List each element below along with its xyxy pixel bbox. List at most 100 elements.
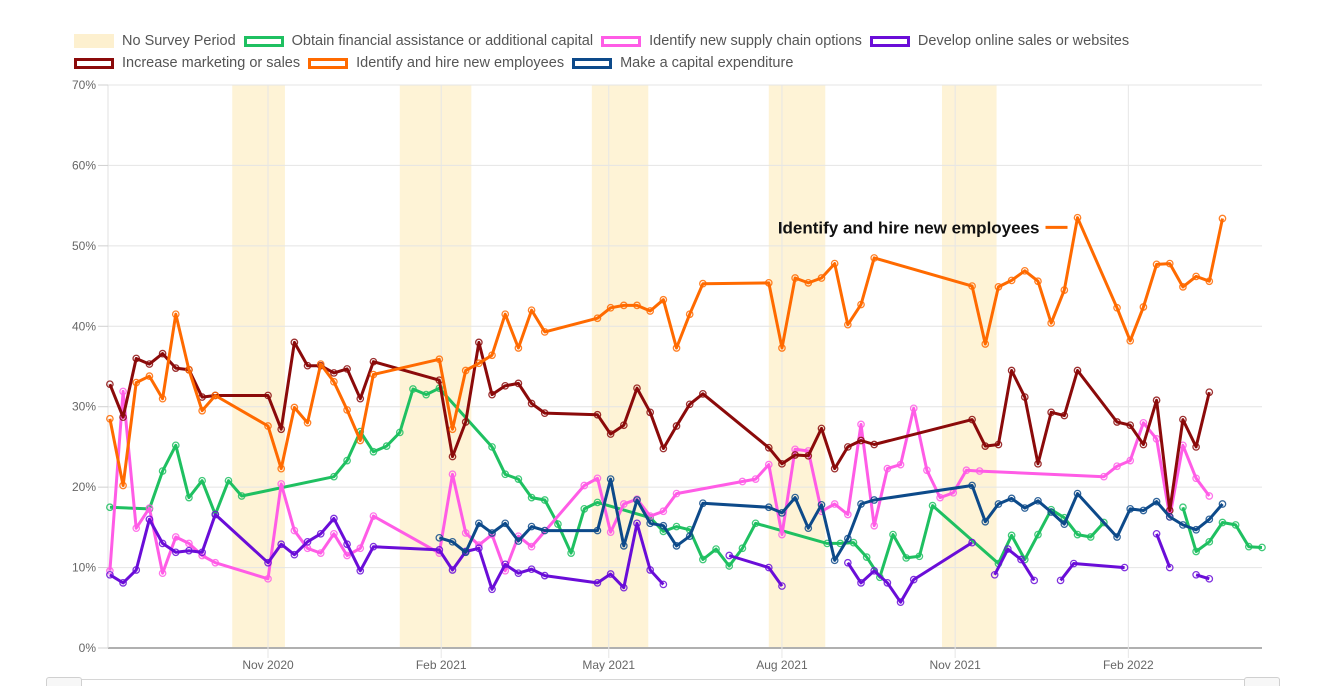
data-point[interactable] xyxy=(593,498,602,507)
series-line[interactable] xyxy=(108,340,1211,512)
data-point[interactable] xyxy=(106,570,114,579)
data-point[interactable] xyxy=(158,539,167,548)
data-point[interactable] xyxy=(699,279,707,288)
data-point[interactable] xyxy=(316,549,325,557)
series-increase-marketing-or-sales[interactable] xyxy=(106,338,1214,515)
data-point[interactable] xyxy=(751,475,760,483)
data-point[interactable] xyxy=(804,451,813,460)
data-point[interactable] xyxy=(132,378,141,387)
series-line[interactable] xyxy=(1195,573,1210,581)
data-point[interactable] xyxy=(1192,272,1200,281)
data-point[interactable] xyxy=(593,579,602,587)
data-point[interactable] xyxy=(1004,545,1012,553)
data-point[interactable] xyxy=(1047,319,1056,327)
data-point[interactable] xyxy=(1218,518,1227,527)
data-point[interactable] xyxy=(968,481,976,490)
data-point[interactable] xyxy=(343,540,351,549)
data-point[interactable] xyxy=(870,254,879,262)
data-point[interactable] xyxy=(817,424,826,433)
data-point[interactable] xyxy=(606,475,615,483)
data-point[interactable] xyxy=(527,542,536,551)
data-point[interactable] xyxy=(1179,521,1187,529)
data-point[interactable] xyxy=(567,549,575,557)
data-point[interactable] xyxy=(369,370,378,379)
data-point[interactable] xyxy=(994,500,1003,508)
data-point[interactable] xyxy=(1205,537,1214,546)
data-point[interactable] xyxy=(778,344,786,352)
data-point[interactable] xyxy=(369,357,378,366)
data-point[interactable] xyxy=(356,544,365,553)
data-point[interactable] xyxy=(764,563,773,572)
data-point[interactable] xyxy=(1139,303,1148,311)
data-point[interactable] xyxy=(330,529,338,538)
data-point[interactable] xyxy=(119,413,127,422)
data-point[interactable] xyxy=(422,390,431,399)
series-line[interactable] xyxy=(109,513,665,591)
data-point[interactable] xyxy=(685,532,694,541)
data-point[interactable] xyxy=(145,515,154,524)
data-point[interactable] xyxy=(712,545,720,553)
data-point[interactable] xyxy=(1073,489,1082,498)
data-point[interactable] xyxy=(870,566,879,575)
data-point[interactable] xyxy=(330,472,338,481)
data-point[interactable] xyxy=(830,259,839,268)
data-point[interactable] xyxy=(1165,513,1174,521)
data-point[interactable] xyxy=(1192,443,1200,451)
data-point[interactable] xyxy=(1218,500,1227,508)
data-point[interactable] xyxy=(646,408,655,417)
data-point[interactable] xyxy=(158,394,167,403)
data-point[interactable] xyxy=(870,440,879,449)
data-point[interactable] xyxy=(764,460,773,469)
data-point[interactable] xyxy=(554,520,562,528)
data-point[interactable] xyxy=(540,526,549,535)
data-point[interactable] xyxy=(1113,303,1121,312)
data-point[interactable] xyxy=(909,575,918,584)
legend-item-online-sales[interactable]: Develop online sales or websites xyxy=(869,33,1129,49)
data-point[interactable] xyxy=(303,537,312,546)
data-point[interactable] xyxy=(633,519,641,528)
data-point[interactable] xyxy=(1047,508,1056,516)
data-point[interactable] xyxy=(237,492,246,500)
data-point[interactable] xyxy=(936,493,944,502)
data-point[interactable] xyxy=(857,300,865,309)
data-point[interactable] xyxy=(1017,555,1025,564)
data-point[interactable] xyxy=(185,365,193,374)
data-point[interactable] xyxy=(277,480,286,488)
data-point[interactable] xyxy=(119,387,127,396)
data-point[interactable] xyxy=(461,418,470,426)
data-point[interactable] xyxy=(646,566,655,574)
data-point[interactable] xyxy=(501,470,510,479)
series-make-a-capital-expenditure[interactable] xyxy=(435,475,1227,565)
data-point[interactable] xyxy=(316,529,325,538)
data-point[interactable] xyxy=(132,354,141,363)
data-point[interactable] xyxy=(356,566,365,575)
data-point[interactable] xyxy=(619,301,628,310)
data-point[interactable] xyxy=(896,460,905,469)
series-identify-and-hire-new-employees[interactable] xyxy=(106,213,1227,490)
data-point[interactable] xyxy=(132,566,141,574)
data-point[interactable] xyxy=(448,566,457,574)
data-point[interactable] xyxy=(264,574,272,583)
data-point[interactable] xyxy=(1152,396,1161,405)
data-point[interactable] xyxy=(488,390,496,399)
data-point[interactable] xyxy=(277,540,286,549)
data-point[interactable] xyxy=(475,359,483,368)
data-point[interactable] xyxy=(145,504,154,512)
data-point[interactable] xyxy=(791,274,799,282)
range-scrollbar-track[interactable] xyxy=(48,679,1280,686)
data-point[interactable] xyxy=(843,558,852,567)
data-point[interactable] xyxy=(830,464,839,473)
series-line[interactable] xyxy=(1155,533,1172,569)
data-point[interactable] xyxy=(540,571,549,580)
data-point[interactable] xyxy=(1030,576,1039,585)
data-point[interactable] xyxy=(778,530,786,539)
data-point[interactable] xyxy=(330,369,338,377)
data-point[interactable] xyxy=(461,529,470,537)
data-point[interactable] xyxy=(106,566,114,575)
data-point[interactable] xyxy=(619,421,628,430)
data-point[interactable] xyxy=(264,422,272,430)
series-line[interactable] xyxy=(728,554,784,587)
data-point[interactable] xyxy=(158,467,167,475)
data-point[interactable] xyxy=(1007,276,1016,285)
data-point[interactable] xyxy=(488,351,496,360)
